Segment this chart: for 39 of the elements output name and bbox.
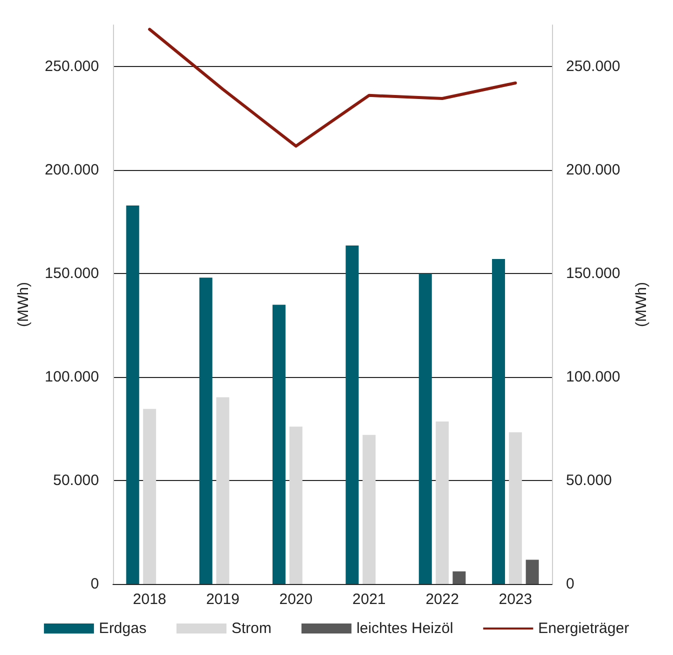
y-tick-label: 100.000 [44, 368, 99, 386]
legend-label: Energieträger [538, 620, 630, 637]
y2-axis-title: (MWh) [633, 282, 650, 327]
y2-tick-label: 150.000 [566, 264, 620, 282]
bar [143, 408, 156, 584]
bar [452, 571, 466, 584]
x-tick-label: 2022 [426, 591, 459, 608]
y-tick-label: 150.000 [44, 264, 99, 282]
y-tick-label: 250.000 [44, 58, 99, 75]
y-tick-label: 50.000 [53, 472, 99, 489]
y2-tick-label: 200.000 [566, 161, 620, 178]
y-axis-title: (MWh) [15, 282, 32, 327]
y2-tick-label: 0 [566, 576, 574, 592]
bar [272, 304, 286, 584]
bar [362, 434, 376, 584]
bar [436, 421, 449, 584]
bar [216, 397, 230, 584]
bar [289, 426, 302, 584]
legend-label: leichtes Heizöl [356, 620, 454, 637]
bar [346, 245, 359, 584]
y-tick-label: 200.000 [44, 161, 99, 178]
x-tick-label: 2023 [498, 591, 532, 608]
x-tick-label: 2018 [132, 591, 166, 608]
bar [492, 258, 506, 584]
y2-tick-label: 250.000 [566, 58, 620, 75]
x-tick-label: 2019 [206, 591, 240, 608]
y2-tick-label: 100.000 [566, 368, 620, 386]
legend-label: Erdgas [98, 620, 146, 637]
bar [526, 560, 539, 584]
bar [508, 432, 522, 584]
bar [126, 206, 140, 584]
legend-label: Strom [231, 620, 272, 637]
x-tick-label: 2020 [279, 591, 313, 608]
bar [199, 278, 212, 584]
y2-tick-label: 50.000 [566, 472, 612, 489]
y-tick-label: 0 [90, 576, 99, 592]
x-tick-label: 2021 [352, 591, 386, 608]
line-series [148, 28, 517, 148]
bar [418, 273, 432, 584]
